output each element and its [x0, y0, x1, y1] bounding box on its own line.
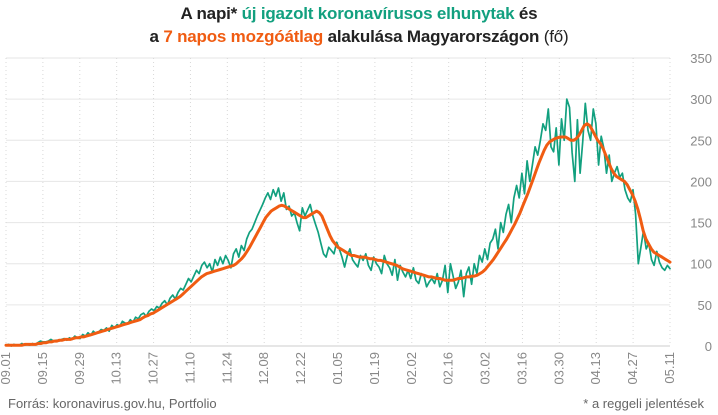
y-tick-label: 200: [690, 174, 712, 189]
chart-grid: [5, 57, 671, 347]
x-tick-label: 11.10: [182, 352, 197, 384]
y-tick-label: 0: [705, 339, 712, 354]
y-tick-label: 250: [690, 133, 712, 148]
title-text-d: alakulása Magyarországon: [323, 27, 540, 46]
x-tick-label: 05.11: [662, 352, 677, 384]
x-tick-label: 01.05: [330, 352, 345, 385]
plot-area: [4, 98, 672, 347]
y-tick-label: 50: [698, 298, 712, 313]
y-tick-label: 150: [690, 216, 712, 231]
title-unit: (fő): [539, 27, 569, 46]
x-tick-label: 02.02: [404, 352, 419, 385]
x-tick-label: 04.27: [625, 352, 640, 385]
x-tick-label: 04.13: [588, 352, 603, 385]
x-tick-label: 12.22: [293, 352, 308, 385]
y-tick-label: 100: [690, 257, 712, 272]
x-tick-label: 03.16: [514, 352, 529, 385]
chart-title-line-2: a 7 napos mozgóátlag alakulása Magyarors…: [0, 27, 718, 47]
source-note: Forrás: koronavirus.gov.hu, Portfolio: [8, 396, 217, 411]
x-tick-label: 10.13: [109, 352, 124, 385]
footnote: * a reggeli jelentések: [583, 396, 704, 411]
x-tick-label: 10.27: [146, 352, 161, 385]
title-text-c: a: [149, 27, 164, 46]
x-tick-label: 01.19: [367, 352, 382, 385]
title-highlight-daily: új igazolt koronavírusos elhunytak: [241, 4, 515, 23]
y-tick-label: 300: [690, 92, 712, 107]
x-tick-label: 11.24: [219, 352, 234, 384]
chart-title-line-1: A napi* új igazolt koronavírusos elhunyt…: [0, 4, 718, 24]
moving-average-line: [4, 122, 672, 347]
x-tick-label: 03.30: [551, 352, 566, 385]
title-text-b: és: [514, 4, 538, 23]
title-highlight-average: 7 napos mozgóátlag: [163, 27, 324, 46]
x-tick-label: 03.02: [478, 352, 493, 385]
x-tick-label: 09.15: [35, 352, 50, 385]
x-tick-label: 09.29: [72, 352, 87, 385]
y-tick-label: 350: [690, 51, 712, 66]
x-tick-label: 02.16: [441, 352, 456, 385]
x-axis: 09.01 09.15 09.29 10.13 10.27 11.10 11.24 12.08…: [0, 352, 677, 385]
title-text-a: A napi*: [180, 4, 242, 23]
x-tick-label: 09.01: [0, 352, 13, 385]
y-axis: 0 50 100 150 200 250 300 350: [690, 51, 712, 354]
x-tick-label: 12.08: [256, 352, 271, 385]
